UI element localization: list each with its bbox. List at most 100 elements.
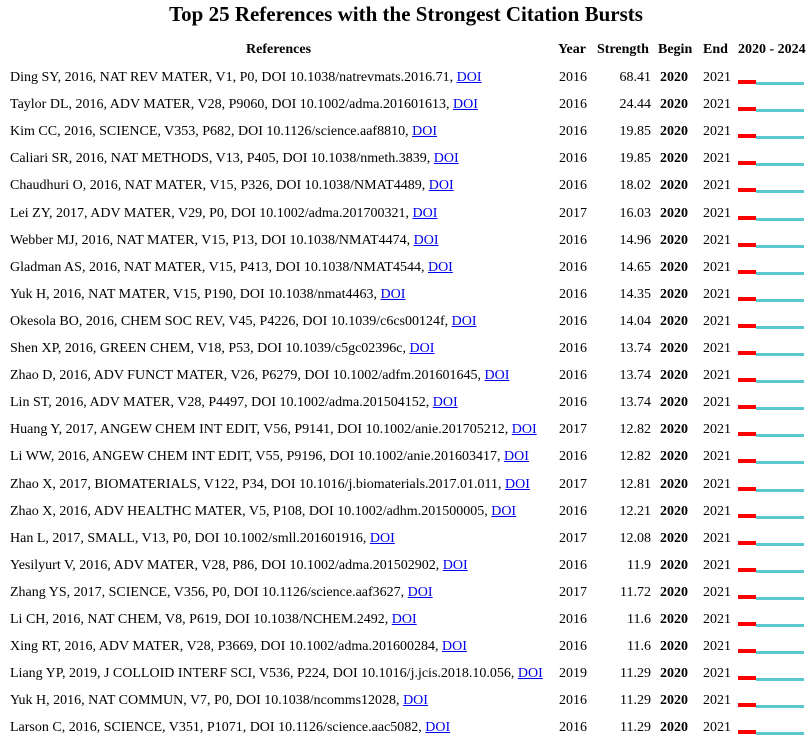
doi-link[interactable]: DOI (391, 612, 417, 627)
doi-link[interactable]: DOI (425, 720, 451, 736)
doi-link[interactable]: DOI (428, 178, 454, 194)
timeline-base-bar (756, 271, 804, 275)
end-cell: 2021 (703, 476, 731, 492)
doi-link[interactable]: DOI (442, 557, 468, 573)
doi-link[interactable]: DOI (413, 232, 439, 248)
year-cell: 2016 (559, 124, 587, 140)
burst-bar (738, 622, 757, 626)
table-row: Li WW, 2016, ANGEW CHEM INT EDIT, V55, P… (0, 448, 812, 475)
begin-cell: 2020 (660, 259, 688, 275)
strength-cell: 13.74 (619, 341, 652, 356)
timeline-base-bar (756, 244, 804, 248)
doi-link[interactable]: DOI (412, 124, 437, 140)
doi-link[interactable]: DOI (432, 395, 458, 411)
timeline-base-bar (756, 109, 804, 113)
year-cell: 2016 (559, 612, 587, 627)
reference-cell: Chaudhuri O, 2016, NAT MATER, V15, P326,… (10, 177, 454, 195)
timeline-base-bar (756, 678, 804, 682)
timeline-base-bar (756, 732, 804, 736)
timeline-base-bar (756, 82, 804, 85)
end-cell: 2021 (703, 693, 731, 709)
doi-link[interactable]: DOI (412, 205, 438, 221)
reference-text: Liang YP, 2019, J COLLOID INTERF SCI, V5… (10, 666, 518, 682)
reference-text: Zhao D, 2016, ADV FUNCT MATER, V26, P627… (10, 368, 485, 384)
doi-link[interactable]: DOI (491, 503, 517, 519)
end-cell: 2021 (703, 313, 731, 329)
strength-cell: 16.03 (619, 205, 652, 221)
strength-cell: 18.02 (619, 178, 652, 194)
doi-link[interactable]: DOI (407, 584, 433, 600)
doi-link[interactable]: DOI (369, 530, 395, 546)
burst-bar (738, 242, 757, 247)
end-cell: 2021 (703, 530, 731, 546)
reference-text: Huang Y, 2017, ANGEW CHEM INT EDIT, V56,… (10, 422, 512, 438)
year-cell: 2016 (559, 286, 587, 302)
year-cell: 2017 (559, 422, 587, 438)
burst-bar (738, 486, 757, 491)
reference-cell: Yesilyurt V, 2016, ADV MATER, V28, P86, … (10, 557, 468, 575)
timeline-base-bar (756, 298, 804, 302)
header-end: End (703, 42, 728, 57)
doi-link[interactable]: DOI (403, 693, 428, 709)
burst-bar (738, 134, 757, 139)
doi-link[interactable]: DOI (427, 259, 453, 275)
reference-cell: Zhao X, 2016, ADV HEALTHC MATER, V5, P10… (10, 503, 516, 521)
year-cell: 2016 (559, 178, 587, 194)
strength-cell: 14.96 (619, 232, 652, 248)
begin-cell: 2020 (660, 639, 688, 655)
table-row: Webber MJ, 2016, NAT MATER, V15, P13, DO… (0, 232, 812, 259)
reference-text: Ding SY, 2016, NAT REV MATER, V1, P0, DO… (10, 70, 457, 85)
timeline-base-bar (756, 624, 804, 627)
doi-link[interactable]: DOI (484, 368, 510, 384)
timeline-base-bar (756, 542, 804, 546)
burst-bar (738, 80, 757, 84)
header-references: References (246, 42, 312, 57)
timeline-base-bar (756, 325, 804, 329)
begin-cell: 2020 (660, 720, 688, 736)
doi-link[interactable]: DOI (517, 666, 543, 682)
begin-cell: 2020 (660, 178, 688, 194)
end-cell: 2021 (703, 503, 731, 519)
timeline-base-bar (756, 163, 804, 167)
doi-link[interactable]: DOI (409, 341, 435, 356)
end-cell: 2021 (703, 178, 731, 194)
strength-cell: 13.74 (619, 395, 652, 411)
doi-link[interactable]: DOI (380, 286, 406, 302)
timeline-base-bar (756, 136, 804, 140)
year-cell: 2016 (559, 395, 587, 411)
table-row: Gladman AS, 2016, NAT MATER, V15, P413, … (0, 259, 812, 286)
doi-link[interactable]: DOI (511, 422, 537, 438)
doi-link[interactable]: DOI (505, 476, 530, 492)
doi-link[interactable]: DOI (442, 639, 467, 655)
doi-link[interactable]: DOI (453, 97, 478, 113)
strength-cell: 19.85 (619, 151, 652, 167)
reference-cell: Lei ZY, 2017, ADV MATER, V29, P0, DOI 10… (10, 205, 437, 223)
strength-cell: 11.29 (620, 720, 651, 736)
reference-text: Li CH, 2016, NAT CHEM, V8, P619, DOI 10.… (10, 612, 392, 627)
end-cell: 2021 (703, 720, 731, 736)
year-cell: 2016 (559, 693, 587, 709)
table-row: Caliari SR, 2016, NAT METHODS, V13, P405… (0, 150, 812, 177)
doi-link[interactable]: DOI (456, 70, 482, 85)
strength-cell: 12.81 (619, 476, 652, 492)
strength-cell: 11.9 (627, 557, 651, 573)
year-cell: 2017 (559, 476, 587, 492)
table-row: Kim CC, 2016, SCIENCE, V353, P682, DOI 1… (0, 123, 812, 150)
begin-cell: 2020 (660, 612, 688, 627)
end-cell: 2021 (703, 341, 731, 356)
burst-bar (738, 107, 757, 112)
reference-text: Yesilyurt V, 2016, ADV MATER, V28, P86, … (10, 557, 443, 573)
reference-text: Chaudhuri O, 2016, NAT MATER, V15, P326,… (10, 178, 429, 194)
doi-link[interactable]: DOI (504, 449, 529, 465)
table-row: Zhang YS, 2017, SCIENCE, V356, P0, DOI 1… (0, 584, 812, 611)
doi-link[interactable]: DOI (433, 151, 459, 167)
doi-link[interactable]: DOI (451, 313, 477, 329)
reference-cell: Xing RT, 2016, ADV MATER, V28, P3669, DO… (10, 638, 467, 656)
end-cell: 2021 (703, 449, 731, 465)
strength-cell: 11.6 (627, 612, 651, 627)
reference-text: Han L, 2017, SMALL, V13, P0, DOI 10.1002… (10, 530, 370, 546)
table-row: Ding SY, 2016, NAT REV MATER, V1, P0, DO… (0, 69, 812, 96)
end-cell: 2021 (703, 395, 731, 411)
burst-bar (738, 351, 757, 355)
